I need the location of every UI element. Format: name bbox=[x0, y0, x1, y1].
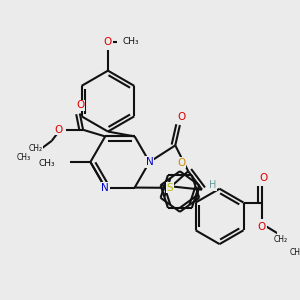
Text: CH₃: CH₃ bbox=[123, 37, 139, 46]
Text: N: N bbox=[146, 157, 153, 167]
Text: CH₃: CH₃ bbox=[39, 159, 56, 168]
Text: CH₂: CH₂ bbox=[28, 144, 43, 153]
Text: H: H bbox=[209, 180, 217, 190]
Text: CH₃: CH₃ bbox=[16, 153, 31, 162]
Text: S: S bbox=[167, 183, 173, 193]
Text: O: O bbox=[54, 125, 62, 135]
Text: N: N bbox=[101, 183, 109, 193]
Text: O: O bbox=[258, 223, 266, 232]
Text: O: O bbox=[178, 112, 186, 122]
Text: CH₂: CH₂ bbox=[273, 235, 287, 244]
Text: O: O bbox=[103, 37, 111, 47]
Text: O: O bbox=[76, 100, 85, 110]
Text: CH₃: CH₃ bbox=[290, 248, 300, 257]
Text: O: O bbox=[260, 173, 268, 183]
Text: O: O bbox=[178, 158, 186, 168]
